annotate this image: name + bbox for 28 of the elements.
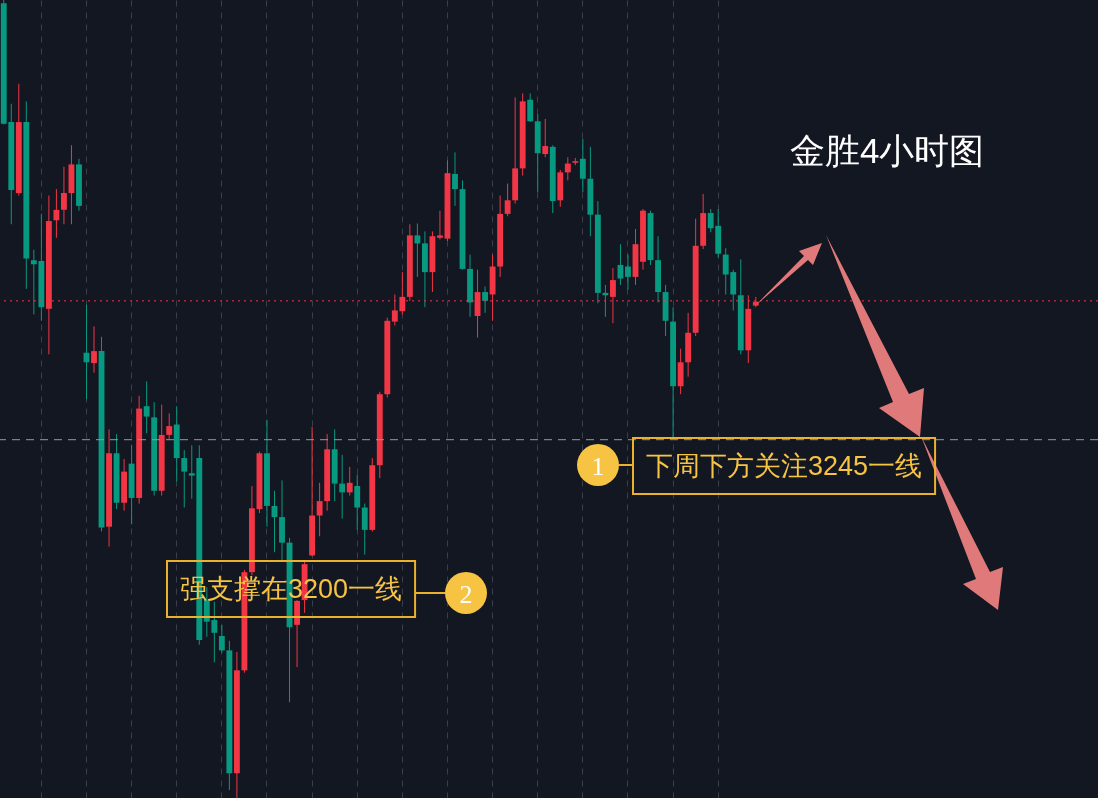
candlestick bbox=[53, 188, 60, 239]
candlestick bbox=[166, 412, 173, 441]
candlestick bbox=[437, 210, 443, 240]
candlestick bbox=[579, 138, 586, 193]
candlestick bbox=[527, 92, 534, 123]
candlestick bbox=[625, 254, 631, 291]
candlestick bbox=[361, 503, 368, 556]
candlestick bbox=[218, 624, 225, 654]
candlestick bbox=[346, 466, 353, 497]
candlestick bbox=[354, 474, 361, 531]
candlestick bbox=[542, 118, 549, 158]
candlestick bbox=[504, 183, 511, 217]
candlestick bbox=[60, 166, 67, 225]
candlestick bbox=[294, 599, 300, 668]
candlestick bbox=[452, 151, 458, 207]
candlestick bbox=[677, 348, 684, 395]
candlestick bbox=[91, 325, 97, 374]
candlestick bbox=[564, 156, 571, 181]
candlestick bbox=[339, 454, 346, 520]
annotation: 下周下方关注3245一线 bbox=[646, 451, 923, 481]
candlestick bbox=[181, 449, 188, 509]
candlestick bbox=[482, 285, 489, 314]
text: 金胜4小时图 bbox=[790, 130, 985, 170]
candlestick bbox=[414, 222, 421, 278]
candlestick bbox=[316, 482, 323, 537]
candlestick bbox=[143, 380, 150, 434]
annotation: 1 bbox=[591, 451, 605, 481]
annotation: 2 bbox=[459, 579, 473, 609]
